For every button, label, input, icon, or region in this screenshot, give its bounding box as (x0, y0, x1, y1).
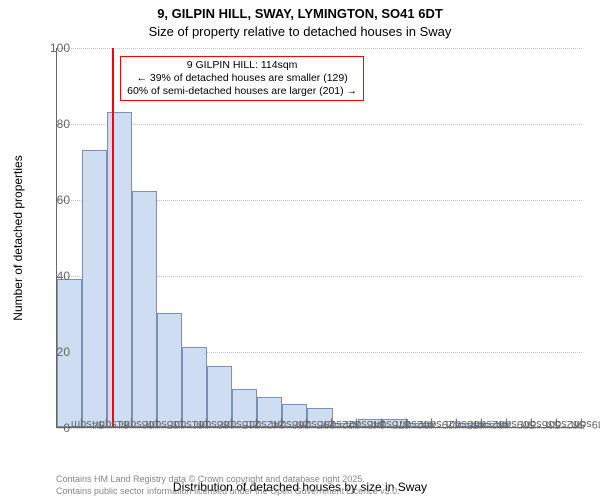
annotation-line: ← 39% of detached houses are smaller (12… (127, 72, 357, 85)
y-tick-label: 0 (30, 421, 70, 435)
histogram-bar (132, 191, 157, 427)
histogram-bar (182, 347, 207, 427)
histogram-bar (82, 150, 107, 427)
chart-title-line2: Size of property relative to detached ho… (0, 24, 600, 39)
chart-plot-area: 9 GILPIN HILL: 114sqm← 39% of detached h… (56, 48, 582, 428)
y-tick-label: 40 (30, 269, 70, 283)
y-tick-label: 60 (30, 193, 70, 207)
histogram-bar (157, 313, 182, 427)
footer-line-2: Contains public sector information licen… (56, 486, 400, 496)
gridline (57, 124, 582, 125)
chart-title-line1: 9, GILPIN HILL, SWAY, LYMINGTON, SO41 6D… (0, 6, 600, 21)
property-marker-line (112, 48, 114, 427)
y-tick-label: 80 (30, 117, 70, 131)
y-axis-label: Number of detached properties (11, 155, 25, 320)
annotation-box: 9 GILPIN HILL: 114sqm← 39% of detached h… (120, 56, 364, 101)
annotation-line: 9 GILPIN HILL: 114sqm (127, 59, 357, 72)
y-tick-label: 100 (30, 41, 70, 55)
y-tick-label: 20 (30, 345, 70, 359)
footer-line-1: Contains HM Land Registry data © Crown c… (56, 474, 365, 484)
histogram-bar (107, 112, 132, 427)
gridline (57, 48, 582, 49)
annotation-line: 60% of semi-detached houses are larger (… (127, 85, 357, 98)
